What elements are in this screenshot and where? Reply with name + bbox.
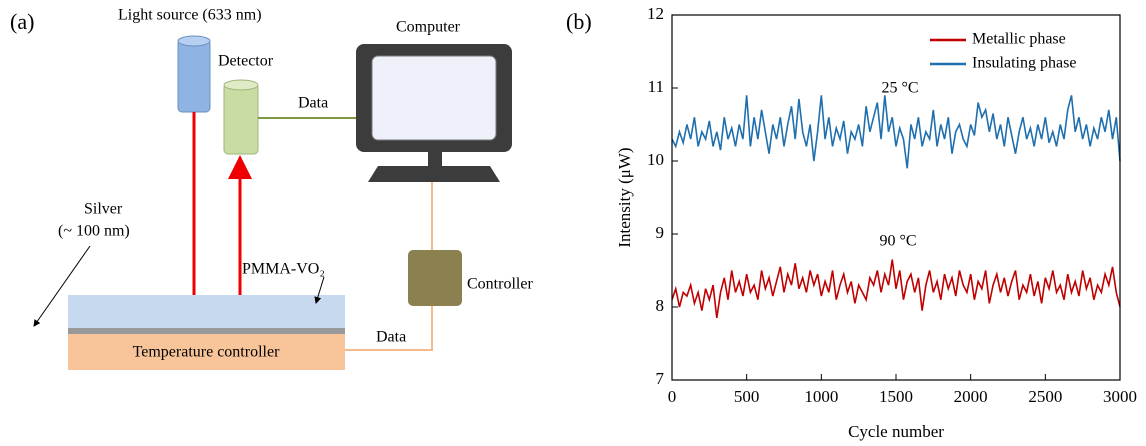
panel-label: (b): [566, 9, 592, 34]
y-axis-label: Intensity (μW): [615, 147, 634, 247]
label: Silver: [84, 201, 123, 218]
label: Light source (633 nm): [118, 7, 262, 24]
label: Detector: [218, 53, 274, 70]
label: Data: [298, 95, 328, 112]
light-source: [177, 39, 211, 113]
series-line: [671, 259, 1121, 319]
x-tick-label: 500: [734, 387, 760, 406]
x-tick-label: 2000: [954, 387, 988, 406]
label: PMMA-VO₂: [242, 261, 325, 278]
y-tick-label: 7: [656, 369, 665, 388]
screen: [371, 55, 497, 141]
x-tick-label: 1500: [879, 387, 913, 406]
pointer: [33, 245, 91, 327]
label: (~ 100 nm): [58, 223, 130, 240]
annotation: 90 °C: [879, 233, 916, 250]
legend-label: Metallic phase: [972, 31, 1066, 48]
y-tick-label: 9: [656, 223, 665, 242]
data-link: [345, 306, 433, 351]
light-source-top: [177, 35, 211, 47]
label: Controller: [467, 276, 533, 293]
panel-b: (b) 7 8 9 10 11 12 0 500 1000 1500 2000 2500 3000 Cyc…: [566, 4, 1137, 441]
x-tick-label: 3000: [1103, 387, 1137, 406]
silver-layer: [68, 328, 345, 334]
y-tick-label: 12: [647, 4, 664, 23]
pointer: [314, 276, 325, 304]
controller: [408, 250, 462, 306]
label: Computer: [396, 19, 461, 36]
legend-label: Insulating phase: [972, 55, 1076, 72]
base: [368, 166, 500, 182]
detector: [223, 83, 259, 155]
y-tick-label: 8: [656, 296, 665, 315]
x-tick-label: 0: [668, 387, 677, 406]
y-tick-label: 10: [647, 150, 664, 169]
x-tick-label: 1000: [804, 387, 838, 406]
x-tick-label: 2500: [1028, 387, 1062, 406]
y-tick-label: 11: [648, 77, 664, 96]
panel-a: (a) Light source (633 nm) Detector Data …: [10, 7, 533, 370]
pmma-layer: [68, 295, 345, 328]
detector-top: [223, 79, 259, 91]
series-line: [671, 95, 1121, 169]
annotation: 25 °C: [881, 80, 918, 97]
temperature-controller: [68, 334, 345, 370]
stand: [428, 152, 442, 166]
label: Data: [376, 329, 406, 346]
x-axis-label: Cycle number: [848, 422, 944, 441]
label: Temperature controller: [133, 344, 280, 361]
panel-label: (a): [10, 9, 34, 34]
